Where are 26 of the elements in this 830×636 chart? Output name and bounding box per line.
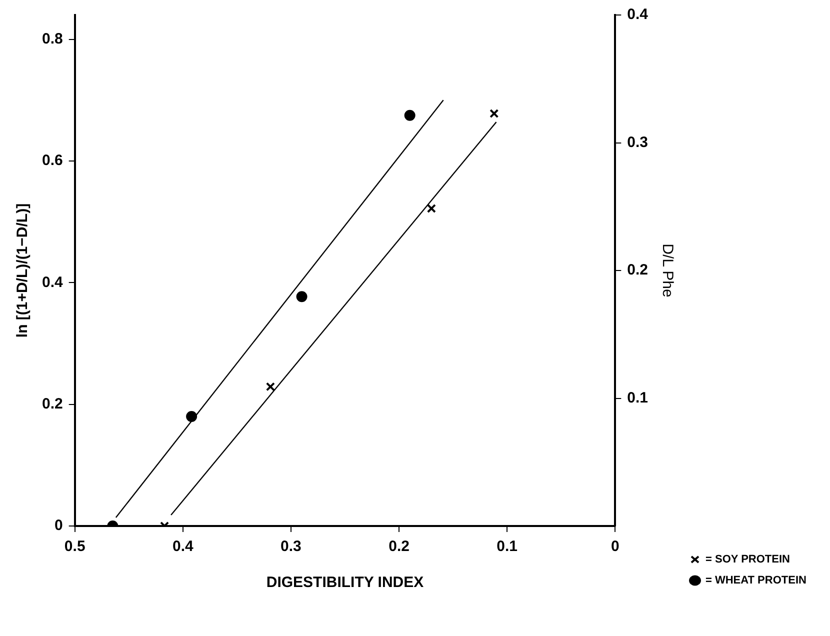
y-tick-label: 0.2 bbox=[42, 395, 63, 412]
x-tick-label: 0.4 bbox=[172, 538, 194, 556]
y2-axis-title: D/L Phe bbox=[658, 244, 676, 298]
y-tick-label: 0.6 bbox=[42, 152, 63, 170]
point bbox=[186, 411, 198, 422]
point bbox=[296, 291, 308, 302]
point bbox=[490, 109, 499, 118]
y-axis-title: ln [(1+D/L)/(1−D/L)] bbox=[14, 203, 32, 338]
legend-label: = SOY PROTEIN bbox=[706, 554, 790, 566]
x-tick-label: 0.5 bbox=[64, 538, 86, 556]
x-axis-title: DIGESTIBILITY INDEX bbox=[266, 574, 424, 592]
x-tick-label: 0 bbox=[610, 538, 620, 556]
y-tick-label: 0 bbox=[54, 517, 63, 534]
legend-label: = WHEAT PROTEIN bbox=[706, 574, 806, 587]
y2-tick-label: 0.2 bbox=[627, 262, 648, 279]
point bbox=[266, 382, 275, 392]
y2-tick-label: 0.1 bbox=[627, 389, 648, 406]
y-tick-label: 0.8 bbox=[42, 30, 63, 48]
point bbox=[404, 110, 416, 121]
y-tick-label: 0.4 bbox=[42, 274, 64, 291]
x-tick-label: 0.1 bbox=[496, 538, 518, 556]
y2-tick-label: 0.3 bbox=[627, 134, 648, 151]
y2-tick-label: 0.4 bbox=[627, 6, 649, 24]
x-tick-label: 0.3 bbox=[280, 538, 302, 556]
x-tick-label: 0.2 bbox=[388, 538, 410, 556]
point bbox=[426, 204, 436, 213]
